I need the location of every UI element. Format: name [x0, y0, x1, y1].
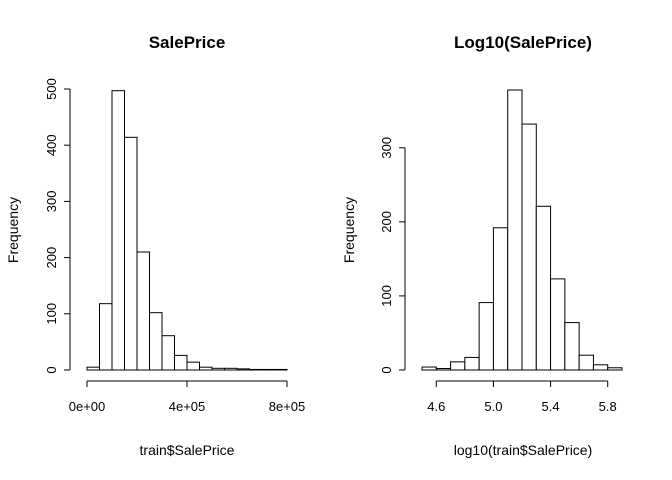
histogram-bar	[578, 354, 594, 371]
x-tick-label: 8e+05	[269, 399, 306, 414]
chart-title: Log10(SalePrice)	[454, 33, 592, 52]
histogram-bar	[521, 123, 537, 371]
histogram-bar	[607, 367, 623, 371]
histogram-bar	[236, 368, 250, 371]
histogram-bar	[136, 251, 150, 371]
histogram-bar	[99, 303, 113, 371]
histogram-bar	[592, 364, 609, 371]
x-axis: 4.6 5.0 5.4 5.8	[427, 380, 617, 414]
histogram-bar	[161, 335, 175, 371]
x-tick-label: 5.0	[484, 399, 502, 414]
y-tick-label: 400	[44, 134, 59, 156]
x-tick-label: 0e+00	[69, 399, 106, 414]
histogram-bar	[564, 322, 580, 371]
y-tick-label: 500	[44, 78, 59, 100]
x-tick-label: 5.4	[542, 399, 560, 414]
y-tick-label: 0	[379, 366, 394, 373]
bars	[421, 89, 623, 371]
histogram-bar	[124, 136, 138, 371]
y-tick-label: 100	[379, 285, 394, 307]
y-tick-label: 200	[44, 247, 59, 269]
histogram-bar	[450, 361, 466, 371]
histogram-bar	[199, 366, 213, 371]
bars	[86, 90, 288, 371]
y-axis-label: Frequency	[5, 197, 21, 263]
x-tick-label: 5.8	[599, 399, 617, 414]
histogram-bar	[111, 90, 125, 371]
x-axis-label: train$SalePrice	[140, 442, 235, 458]
log10-saleprice-histogram: Log10(SalePrice) log10(train$SalePrice) …	[341, 33, 623, 458]
y-tick-label: 300	[379, 137, 394, 159]
x-axis: 0e+00 4e+05 8e+05	[69, 380, 306, 414]
histogram-bar	[186, 361, 200, 371]
histogram-bar	[149, 312, 163, 371]
histogram-bar	[224, 367, 238, 371]
histogram-bar	[507, 89, 523, 371]
histogram-bar	[261, 368, 275, 371]
histogram-bar	[421, 366, 437, 371]
histogram-bar	[249, 368, 263, 371]
histogram-bar	[478, 302, 494, 371]
histogram-bar	[211, 367, 225, 371]
y-tick-label: 0	[44, 366, 59, 373]
y-axis-label: Frequency	[341, 197, 357, 263]
histogram-bar	[86, 366, 100, 371]
saleprice-histogram: SalePrice train$SalePrice Frequency 0e+0…	[5, 33, 305, 458]
histogram-bar	[464, 356, 480, 371]
histogram-bar	[535, 205, 552, 371]
x-tick-label: 4e+05	[169, 399, 206, 414]
x-axis-label: log10(train$SalePrice)	[454, 442, 593, 458]
histogram-bar	[435, 368, 452, 371]
x-tick-label: 4.6	[427, 399, 445, 414]
y-axis: 0 100 200 300 400 500	[44, 78, 71, 374]
y-tick-label: 200	[379, 211, 394, 233]
histogram-bar	[550, 278, 566, 371]
histogram-bar	[274, 368, 288, 371]
y-tick-label: 300	[44, 191, 59, 213]
chart-title: SalePrice	[149, 33, 226, 52]
y-axis: 0 100 200 300	[379, 137, 406, 374]
histogram-bar	[492, 227, 509, 371]
y-tick-label: 100	[44, 303, 59, 325]
histogram-bar	[174, 354, 188, 371]
